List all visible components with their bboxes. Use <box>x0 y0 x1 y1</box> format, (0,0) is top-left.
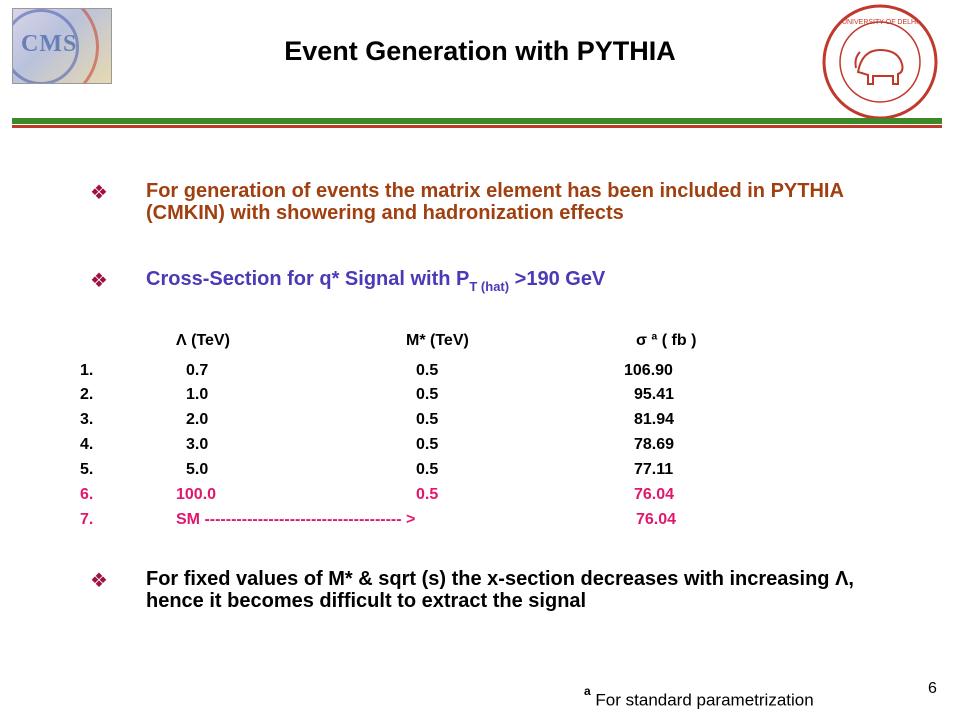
page-number: 6 <box>928 680 937 697</box>
row-lambda: 3.0 <box>186 436 209 453</box>
row-mstar: 0.5 <box>416 436 439 453</box>
row-mstar: 0.5 <box>416 461 439 478</box>
row-mstar: 0.5 <box>416 411 439 428</box>
row-index: 5. <box>80 461 94 478</box>
col-header-lambda: Λ (TeV) <box>176 332 230 349</box>
row-lambda: 0.7 <box>186 362 209 379</box>
row-index: 4. <box>80 436 94 453</box>
cms-logo: CMS <box>12 8 112 84</box>
pt-subscript: T (hat) <box>469 279 510 294</box>
row-lambda: 100.0 <box>176 486 217 503</box>
row-sigma: 78.69 <box>634 436 675 453</box>
bullet-text-cross-section: Cross-Section for q* Signal with PT (hat… <box>146 268 916 294</box>
footnote-mark: a <box>584 684 591 698</box>
row-mstar: 0.5 <box>416 386 439 403</box>
bullet-text-generation: For generation of events the matrix elem… <box>146 180 844 224</box>
row-lambda: 1.0 <box>186 386 209 403</box>
diamond-bullet-icon: ❖ <box>90 182 108 204</box>
row-index: 6. <box>80 486 94 503</box>
col-header-sigma: σ ª ( fb ) <box>636 332 697 349</box>
row-sigma: 77.11 <box>634 461 674 478</box>
university-of-delhi-logo: UNIVERSITY OF DELHI <box>822 4 938 120</box>
diamond-bullet-icon: ❖ <box>90 570 108 592</box>
title-divider-red <box>12 125 942 128</box>
row-sigma: 76.04 <box>634 486 675 503</box>
slide-title: Event Generation with PYTHIA <box>284 36 676 66</box>
row-sigma: 106.90 <box>624 362 673 379</box>
pt-cut: >190 GeV <box>509 268 606 290</box>
row-lambda: 5.0 <box>186 461 209 478</box>
row-index: 2. <box>80 386 94 403</box>
footnote: a For standard parametrization <box>584 684 814 711</box>
footnote-text: For standard parametrization <box>595 690 814 710</box>
title-divider-green <box>12 118 942 124</box>
diamond-bullet-icon: ❖ <box>90 270 108 292</box>
cross-section-label: Cross-Section for q* Signal with P <box>146 268 470 290</box>
sm-row-label: SM -------------------------------------… <box>176 511 416 528</box>
row-sigma: 81.94 <box>634 411 675 428</box>
bullet-text-conclusion: For fixed values of M* & sqrt (s) the x-… <box>146 568 854 612</box>
row-mstar: 0.5 <box>416 486 439 503</box>
col-header-mstar: M* (TeV) <box>406 332 469 349</box>
row-mstar: 0.5 <box>416 362 439 379</box>
sm-row-sigma: 76.04 <box>636 511 677 528</box>
cms-logo-text: CMS <box>21 31 78 57</box>
cms-logo-ring <box>13 9 99 83</box>
university-logo-text: UNIVERSITY OF DELHI <box>842 19 918 26</box>
row-index: 7. <box>80 511 94 528</box>
row-lambda: 2.0 <box>186 411 209 428</box>
row-index: 1. <box>80 362 94 379</box>
row-index: 3. <box>80 411 94 428</box>
cms-logo-ring <box>13 9 79 83</box>
row-sigma: 95.41 <box>634 386 675 403</box>
